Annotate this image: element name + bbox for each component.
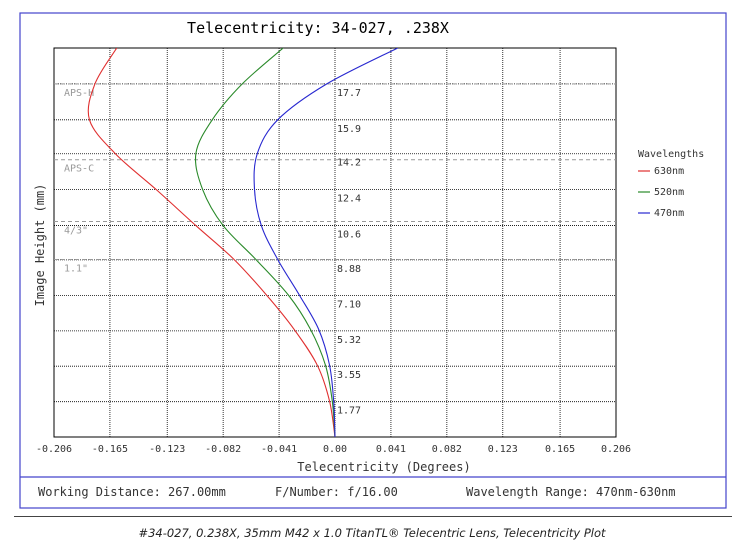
y-tick-labels: 1.77 3.55 5.32 7.10 8.88 10.6 12.4 14.2 15.9 17.7 — [337, 88, 361, 417]
series-line-470nm — [253, 48, 398, 437]
series-lines — [87, 48, 398, 437]
y-tick-label: 12.4 — [337, 194, 361, 205]
y-tick-label: 10.6 — [337, 230, 361, 241]
legend-label-520nm: 520nm — [654, 187, 684, 198]
series-line-630nm — [87, 48, 336, 437]
x-tick-labels: -0.206 -0.165 -0.123 -0.082 -0.041 0.00 0.041 0… — [36, 444, 631, 455]
y-tick-label: 1.77 — [337, 406, 361, 417]
y-tick-label: 17.7 — [337, 88, 361, 99]
x-tick-label: 0.165 — [545, 444, 575, 455]
x-tick-label: -0.123 — [149, 444, 185, 455]
x-tick-label: -0.082 — [205, 444, 241, 455]
x-tick-label: 0.00 — [323, 444, 347, 455]
x-axis-label: Telecentricity (Degrees) — [297, 460, 470, 474]
x-tick-label: -0.165 — [92, 444, 128, 455]
chart-frame — [19, 12, 727, 509]
legend-title: Wavelengths — [638, 149, 704, 160]
y-tick-label: 5.32 — [337, 335, 361, 346]
x-tick-label: -0.041 — [261, 444, 297, 455]
y-tick-label: 15.9 — [337, 124, 361, 135]
x-tick-label: 0.082 — [432, 444, 462, 455]
f-number-text: F/Number: f/16.00 — [275, 485, 398, 499]
wavelength-range-text: Wavelength Range: 470nm-630nm — [466, 485, 676, 499]
legend: Wavelengths 630nm 520nm 470nm — [638, 149, 704, 219]
y-tick-label: 8.88 — [337, 264, 361, 275]
y-axis-label: Image Height (mm) — [33, 184, 47, 307]
x-tick-label: 0.206 — [601, 444, 631, 455]
legend-label-630nm: 630nm — [654, 166, 684, 177]
y-tick-label: 14.2 — [337, 158, 361, 169]
legend-label-470nm: 470nm — [654, 208, 684, 219]
sensor-label: APS-C — [64, 164, 94, 175]
caption-divider — [14, 516, 732, 517]
chart-title: Telecentricity: 34-027, .238X — [187, 19, 449, 37]
sensor-lines: APS-H APS-C 4/3" 1.1" — [54, 83, 616, 274]
series-line-520nm — [194, 48, 336, 437]
x-tick-label: 0.041 — [376, 444, 406, 455]
figure-caption: #34-027, 0.238X, 35mm M42 x 1.0 TitanTL®… — [138, 526, 606, 540]
x-tick-label: 0.123 — [488, 444, 518, 455]
sensor-label: 4/3" — [64, 226, 88, 237]
sensor-label: APS-H — [64, 88, 94, 99]
x-tick-label: -0.206 — [36, 444, 72, 455]
y-tick-label: 3.55 — [337, 370, 361, 381]
working-distance-text: Working Distance: 267.00mm — [38, 485, 226, 499]
y-tick-label: 7.10 — [337, 299, 361, 310]
sensor-label: 1.1" — [64, 263, 88, 274]
